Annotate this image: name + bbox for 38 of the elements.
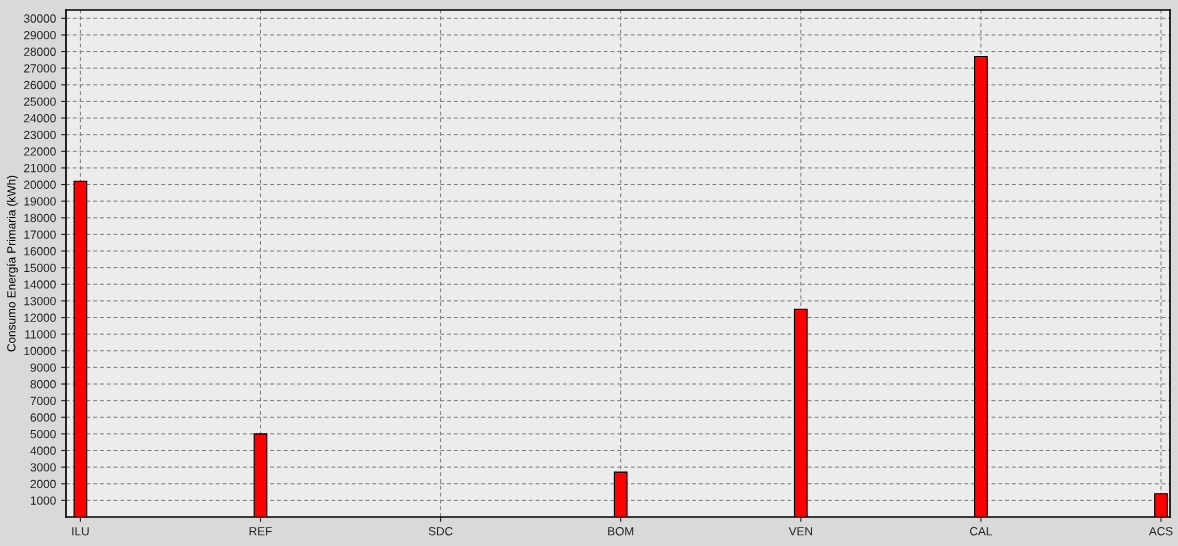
x-tick-label: CAL bbox=[970, 527, 992, 536]
y-tick-label: 14000 bbox=[24, 280, 56, 289]
y-tick-label: 10000 bbox=[24, 346, 56, 356]
y-tick-label: 23000 bbox=[24, 130, 56, 140]
y-tick-label: 28000 bbox=[24, 47, 56, 56]
y-tick-label: 7000 bbox=[30, 396, 56, 406]
x-tick-label: BOM bbox=[608, 527, 634, 536]
y-tick-label: 2000 bbox=[30, 479, 56, 489]
y-tick-label: 15000 bbox=[24, 263, 56, 273]
y-tick-label: 29000 bbox=[24, 30, 56, 40]
y-tick-label: 11000 bbox=[25, 330, 56, 339]
y-tick-label: 5000 bbox=[30, 429, 56, 439]
x-tick-label: ILU bbox=[72, 527, 89, 536]
y-tick-label: 24000 bbox=[24, 114, 56, 123]
y-tick-label: 26000 bbox=[24, 80, 56, 90]
y-tick-label: 30000 bbox=[23, 14, 56, 23]
y-tick-label: 12000 bbox=[24, 313, 56, 322]
y-tick-label: 21000 bbox=[24, 163, 56, 173]
y-tick-label: 25000 bbox=[24, 97, 56, 106]
y-tick-label: 16000 bbox=[24, 247, 56, 256]
x-tick-label: VEN bbox=[788, 527, 812, 536]
x-tick-label: ACS bbox=[1148, 527, 1173, 536]
y-tick-label: 19000 bbox=[24, 197, 56, 206]
y-tick-label: 8000 bbox=[30, 380, 56, 389]
y-tick-label: 1000 bbox=[30, 496, 56, 505]
y-tick-label: 18000 bbox=[24, 213, 56, 223]
y-tick-label: 3000 bbox=[30, 463, 56, 472]
y-tick-label: 4000 bbox=[30, 446, 56, 455]
y-tick-label: 27000 bbox=[24, 64, 56, 73]
y-tick-label: 13000 bbox=[24, 296, 56, 306]
x-tick-label: SDC bbox=[428, 527, 453, 536]
y-tick-label: 9000 bbox=[30, 363, 56, 372]
y-tick-label: 6000 bbox=[30, 413, 56, 422]
y-tick-label: 22000 bbox=[24, 147, 56, 156]
y-tick-label: 17000 bbox=[24, 230, 56, 239]
y-axis-title: Consumo Energía Primaria (kWh) bbox=[6, 175, 18, 352]
y-tick-label: 20000 bbox=[24, 180, 56, 189]
x-tick-label: REF bbox=[249, 527, 272, 536]
